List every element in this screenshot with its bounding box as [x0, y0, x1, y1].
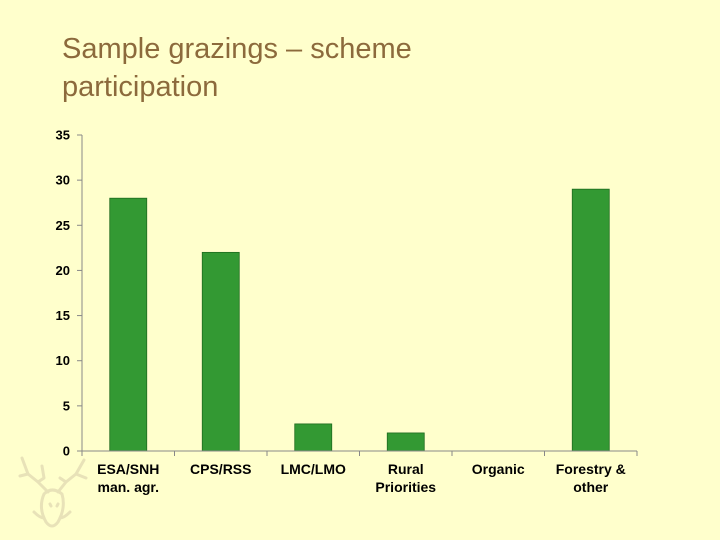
slide-title-line-1: Sample grazings – scheme — [62, 33, 412, 65]
x-category-label: ESA/SNH man. agr. — [97, 461, 159, 495]
y-tick-label: 0 — [63, 444, 70, 459]
x-category-label: Forestry & other — [556, 461, 626, 495]
y-tick-label: 30 — [56, 173, 70, 188]
x-category-label: Rural Priorities — [375, 461, 436, 495]
slide-title-line-2: participation — [62, 71, 219, 103]
y-tick-label: 10 — [56, 353, 70, 368]
x-category-label: CPS/RSS — [190, 461, 251, 477]
bar — [109, 197, 148, 452]
stag-head-icon — [18, 456, 88, 528]
axes-layer — [77, 134, 638, 456]
slide-title: Sample grazings – scheme participation — [62, 30, 662, 106]
y-tick-label: 15 — [56, 308, 70, 323]
bar — [201, 251, 240, 452]
y-tick-label: 20 — [56, 263, 70, 278]
bar — [571, 188, 610, 452]
y-tick-label: 25 — [56, 218, 70, 233]
x-category-label: LMC/LMO — [281, 461, 346, 477]
bar — [294, 423, 333, 452]
y-tick-label: 5 — [63, 398, 70, 413]
bar — [386, 432, 425, 452]
y-tick-label: 35 — [56, 128, 70, 143]
bars-layer — [109, 188, 610, 452]
labels-layer: 0 5 10 15 20 25 30 35 ESA/SNH man. agr. CPS/RSS LMC… — [56, 128, 626, 496]
x-category-label: Organic — [472, 461, 525, 477]
